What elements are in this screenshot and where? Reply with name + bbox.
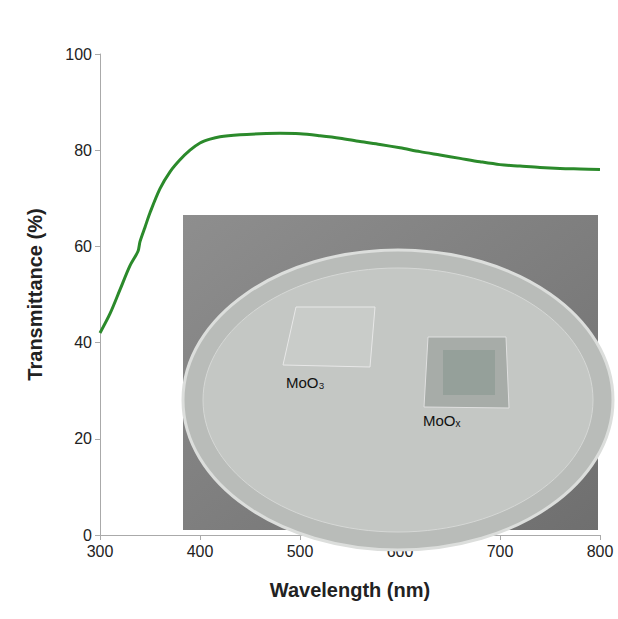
svg-text:700: 700 bbox=[487, 543, 514, 560]
svg-text:Wavelength (nm): Wavelength (nm) bbox=[270, 579, 430, 601]
svg-text:100: 100 bbox=[65, 46, 92, 63]
svg-text:MoO₃: MoO₃ bbox=[286, 374, 325, 391]
svg-text:Transmittance (%): Transmittance (%) bbox=[24, 208, 46, 380]
svg-text:300: 300 bbox=[87, 543, 114, 560]
svg-text:0: 0 bbox=[83, 527, 92, 544]
svg-text:40: 40 bbox=[74, 334, 92, 351]
svg-text:60: 60 bbox=[74, 238, 92, 255]
svg-text:400: 400 bbox=[187, 543, 214, 560]
svg-text:20: 20 bbox=[74, 430, 92, 447]
svg-text:80: 80 bbox=[74, 142, 92, 159]
svg-text:500: 500 bbox=[287, 543, 314, 560]
svg-text:800: 800 bbox=[587, 543, 614, 560]
svg-text:MoOₓ: MoOₓ bbox=[423, 412, 461, 429]
